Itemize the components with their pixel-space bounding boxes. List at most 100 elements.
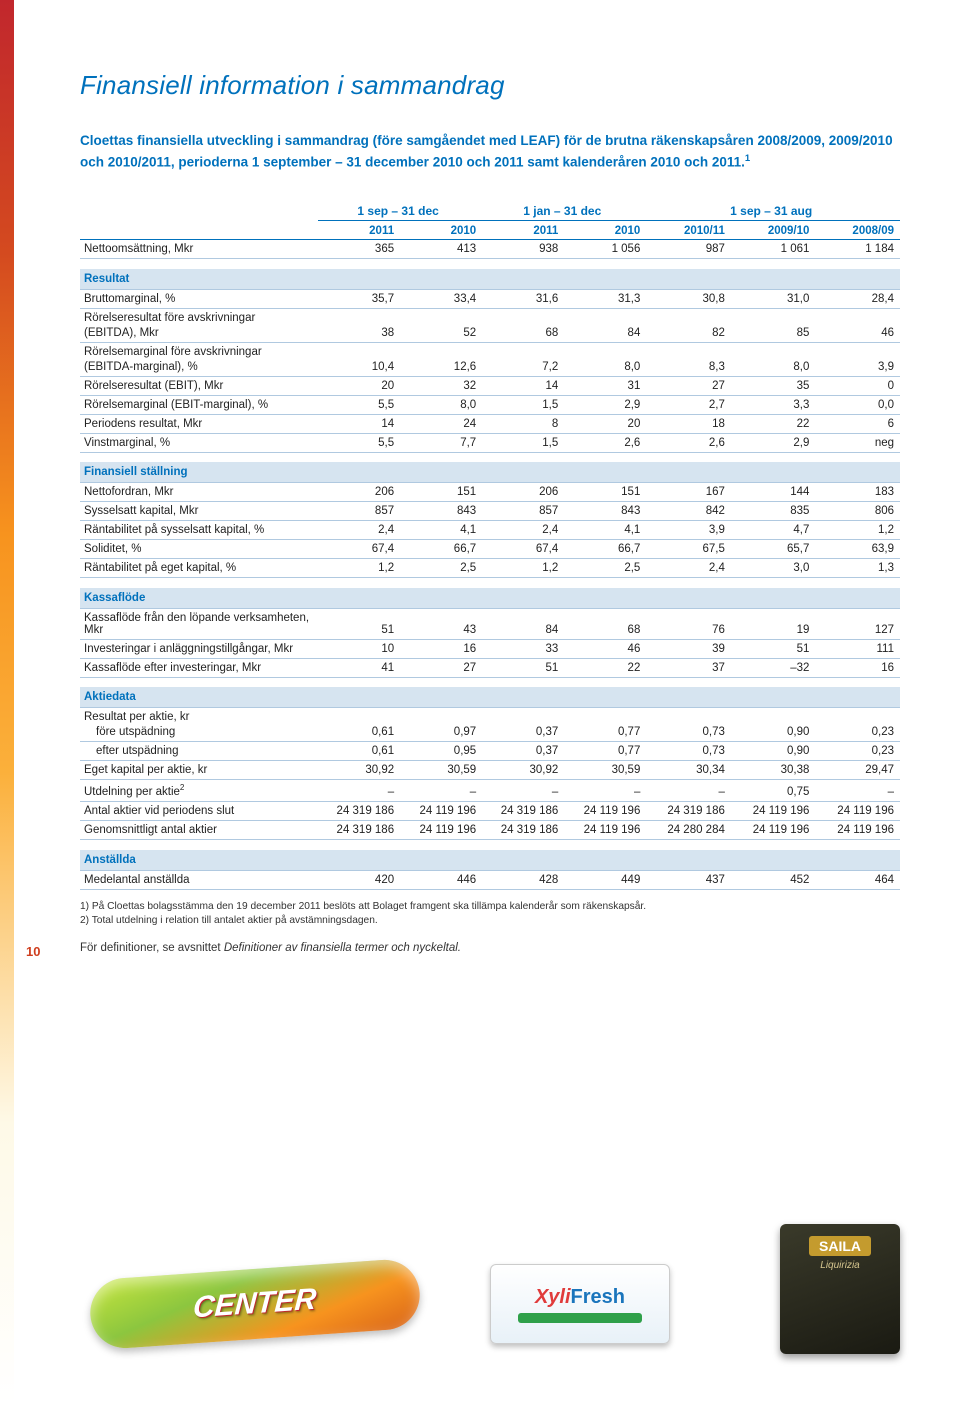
xyli-bar — [518, 1313, 643, 1323]
row-label: Kassaflöde efter investeringar, Mkr — [80, 658, 318, 677]
group-header: 1 sep – 31 aug — [646, 201, 900, 221]
section-label: Aktiedata — [80, 687, 900, 708]
row-label: Periodens resultat, Mkr — [80, 414, 318, 433]
row-label: Räntabilitet på eget kapital, % — [80, 559, 318, 578]
table-row: Räntabilitet på sysselsatt kapital, %2,4… — [80, 521, 900, 540]
cell-value: 413 — [400, 240, 482, 259]
cell-value: 20 — [318, 376, 400, 395]
xyli-text2: Fresh — [571, 1286, 625, 1308]
row-label: Antal aktier vid periodens slut — [80, 802, 318, 821]
cell-value: 46 — [815, 324, 900, 343]
cell-value: 0,97 — [400, 723, 482, 742]
table-spacer — [80, 840, 900, 850]
cell-value: 0,90 — [731, 742, 816, 761]
table-row: Kassaflöde efter investeringar, Mkr41275… — [80, 658, 900, 677]
saila-box: SAILA Liquirizia — [780, 1224, 900, 1354]
xyli-text1: Xyli — [535, 1286, 571, 1308]
cell-value: 27 — [400, 658, 482, 677]
cell-value: 8 — [482, 414, 564, 433]
cell-value: – — [646, 780, 731, 802]
def-note-em: Definitioner av finansiella termer och n… — [224, 942, 461, 954]
cell-value: 0,75 — [731, 780, 816, 802]
cell-value: 30,92 — [318, 761, 400, 780]
cell-value: 84 — [564, 324, 646, 343]
table-row: Rörelsemarginal före avskrivningar — [80, 342, 900, 358]
product-saila: SAILA Liquirizia — [780, 1224, 900, 1354]
cell-value: 33,4 — [400, 289, 482, 308]
table-row: Rörelseresultat före avskrivningar — [80, 308, 900, 324]
cell-value: 835 — [731, 502, 816, 521]
cell-value: 24 119 196 — [815, 821, 900, 840]
cell-value: 151 — [400, 483, 482, 502]
cell-value: 842 — [646, 502, 731, 521]
cell-value: 68 — [564, 608, 646, 639]
cell-value: 30,8 — [646, 289, 731, 308]
cell-value: 28,4 — [815, 289, 900, 308]
cell-value: 24 119 196 — [815, 802, 900, 821]
cell-value: 2,4 — [646, 559, 731, 578]
row-label: före utspädning — [80, 723, 318, 742]
footnote: 1) På Cloettas bolagsstämma den 19 decem… — [80, 900, 900, 914]
cell-value: 31 — [564, 376, 646, 395]
year-header: 2010/11 — [646, 221, 731, 240]
cell-value: 85 — [731, 324, 816, 343]
cell-value: 843 — [400, 502, 482, 521]
table-section-header: Kassaflöde — [80, 588, 900, 609]
cell-value: 31,3 — [564, 289, 646, 308]
table-section-header: Resultat — [80, 269, 900, 290]
saila-sub: Liquirizia — [820, 1260, 859, 1271]
cell-value: 2,5 — [564, 559, 646, 578]
row-label: Soliditet, % — [80, 540, 318, 559]
cell-value: 857 — [482, 502, 564, 521]
cell-value: 1,2 — [815, 521, 900, 540]
cell-value: 0,61 — [318, 723, 400, 742]
cell-value: 37 — [646, 658, 731, 677]
table-row: Genomsnittligt antal aktier24 319 18624 … — [80, 821, 900, 840]
cell-value: 1 184 — [815, 240, 900, 259]
cell-value: 24 280 284 — [646, 821, 731, 840]
cell-value: 365 — [318, 240, 400, 259]
table-group-row: 1 sep – 31 dec 1 jan – 31 dec 1 sep – 31… — [80, 201, 900, 221]
cell-value: 0,73 — [646, 723, 731, 742]
cell-value: 24 319 186 — [482, 821, 564, 840]
cell-value: 24 319 186 — [482, 802, 564, 821]
year-header: 2008/09 — [815, 221, 900, 240]
cell-value: 29,47 — [815, 761, 900, 780]
product-center: CENTER — [87, 1243, 423, 1366]
table-row: Sysselsatt kapital, Mkr85784385784384283… — [80, 502, 900, 521]
table-row: Eget kapital per aktie, kr30,9230,5930,9… — [80, 761, 900, 780]
table-row: Nettofordran, Mkr206151206151167144183 — [80, 483, 900, 502]
table-row: (EBITDA), Mkr38526884828546 — [80, 324, 900, 343]
cell-value: 8,0 — [731, 358, 816, 377]
table-row: Utdelning per aktie2–––––0,75– — [80, 780, 900, 802]
cell-value: 1,5 — [482, 395, 564, 414]
def-note-text: För definitioner, se avsnittet — [80, 942, 224, 954]
cell-value: 39 — [646, 639, 731, 658]
cell-value: 0,61 — [318, 742, 400, 761]
cell-value: 24 119 196 — [400, 802, 482, 821]
cell-value: 7,2 — [482, 358, 564, 377]
cell-value: 3,3 — [731, 395, 816, 414]
cell-value: 464 — [815, 870, 900, 889]
table-row: Rörelseresultat (EBIT), Mkr2032143127350 — [80, 376, 900, 395]
cell-value: 31,0 — [731, 289, 816, 308]
table-spacer — [80, 452, 900, 462]
section-label: Anställda — [80, 850, 900, 871]
cell-value: 16 — [815, 658, 900, 677]
row-label: (EBITDA), Mkr — [80, 324, 318, 343]
row-label: Rörelsemarginal (EBIT-marginal), % — [80, 395, 318, 414]
table-section-header: Finansiell ställning — [80, 462, 900, 483]
cell-value: 67,4 — [318, 540, 400, 559]
cell-value: 8,0 — [400, 395, 482, 414]
cell-value: 14 — [318, 414, 400, 433]
cell-value: 1,5 — [482, 433, 564, 452]
cell-value: 8,3 — [646, 358, 731, 377]
cell-value: 2,7 — [646, 395, 731, 414]
year-header: 2009/10 — [731, 221, 816, 240]
row-label: Nettoomsättning, Mkr — [80, 240, 318, 259]
cell-value: 24 319 186 — [646, 802, 731, 821]
cell-value: 51 — [318, 608, 400, 639]
table-row: efter utspädning0,610,950,370,770,730,90… — [80, 742, 900, 761]
table-row: Bruttomarginal, %35,733,431,631,330,831,… — [80, 289, 900, 308]
cell-value: 66,7 — [400, 540, 482, 559]
